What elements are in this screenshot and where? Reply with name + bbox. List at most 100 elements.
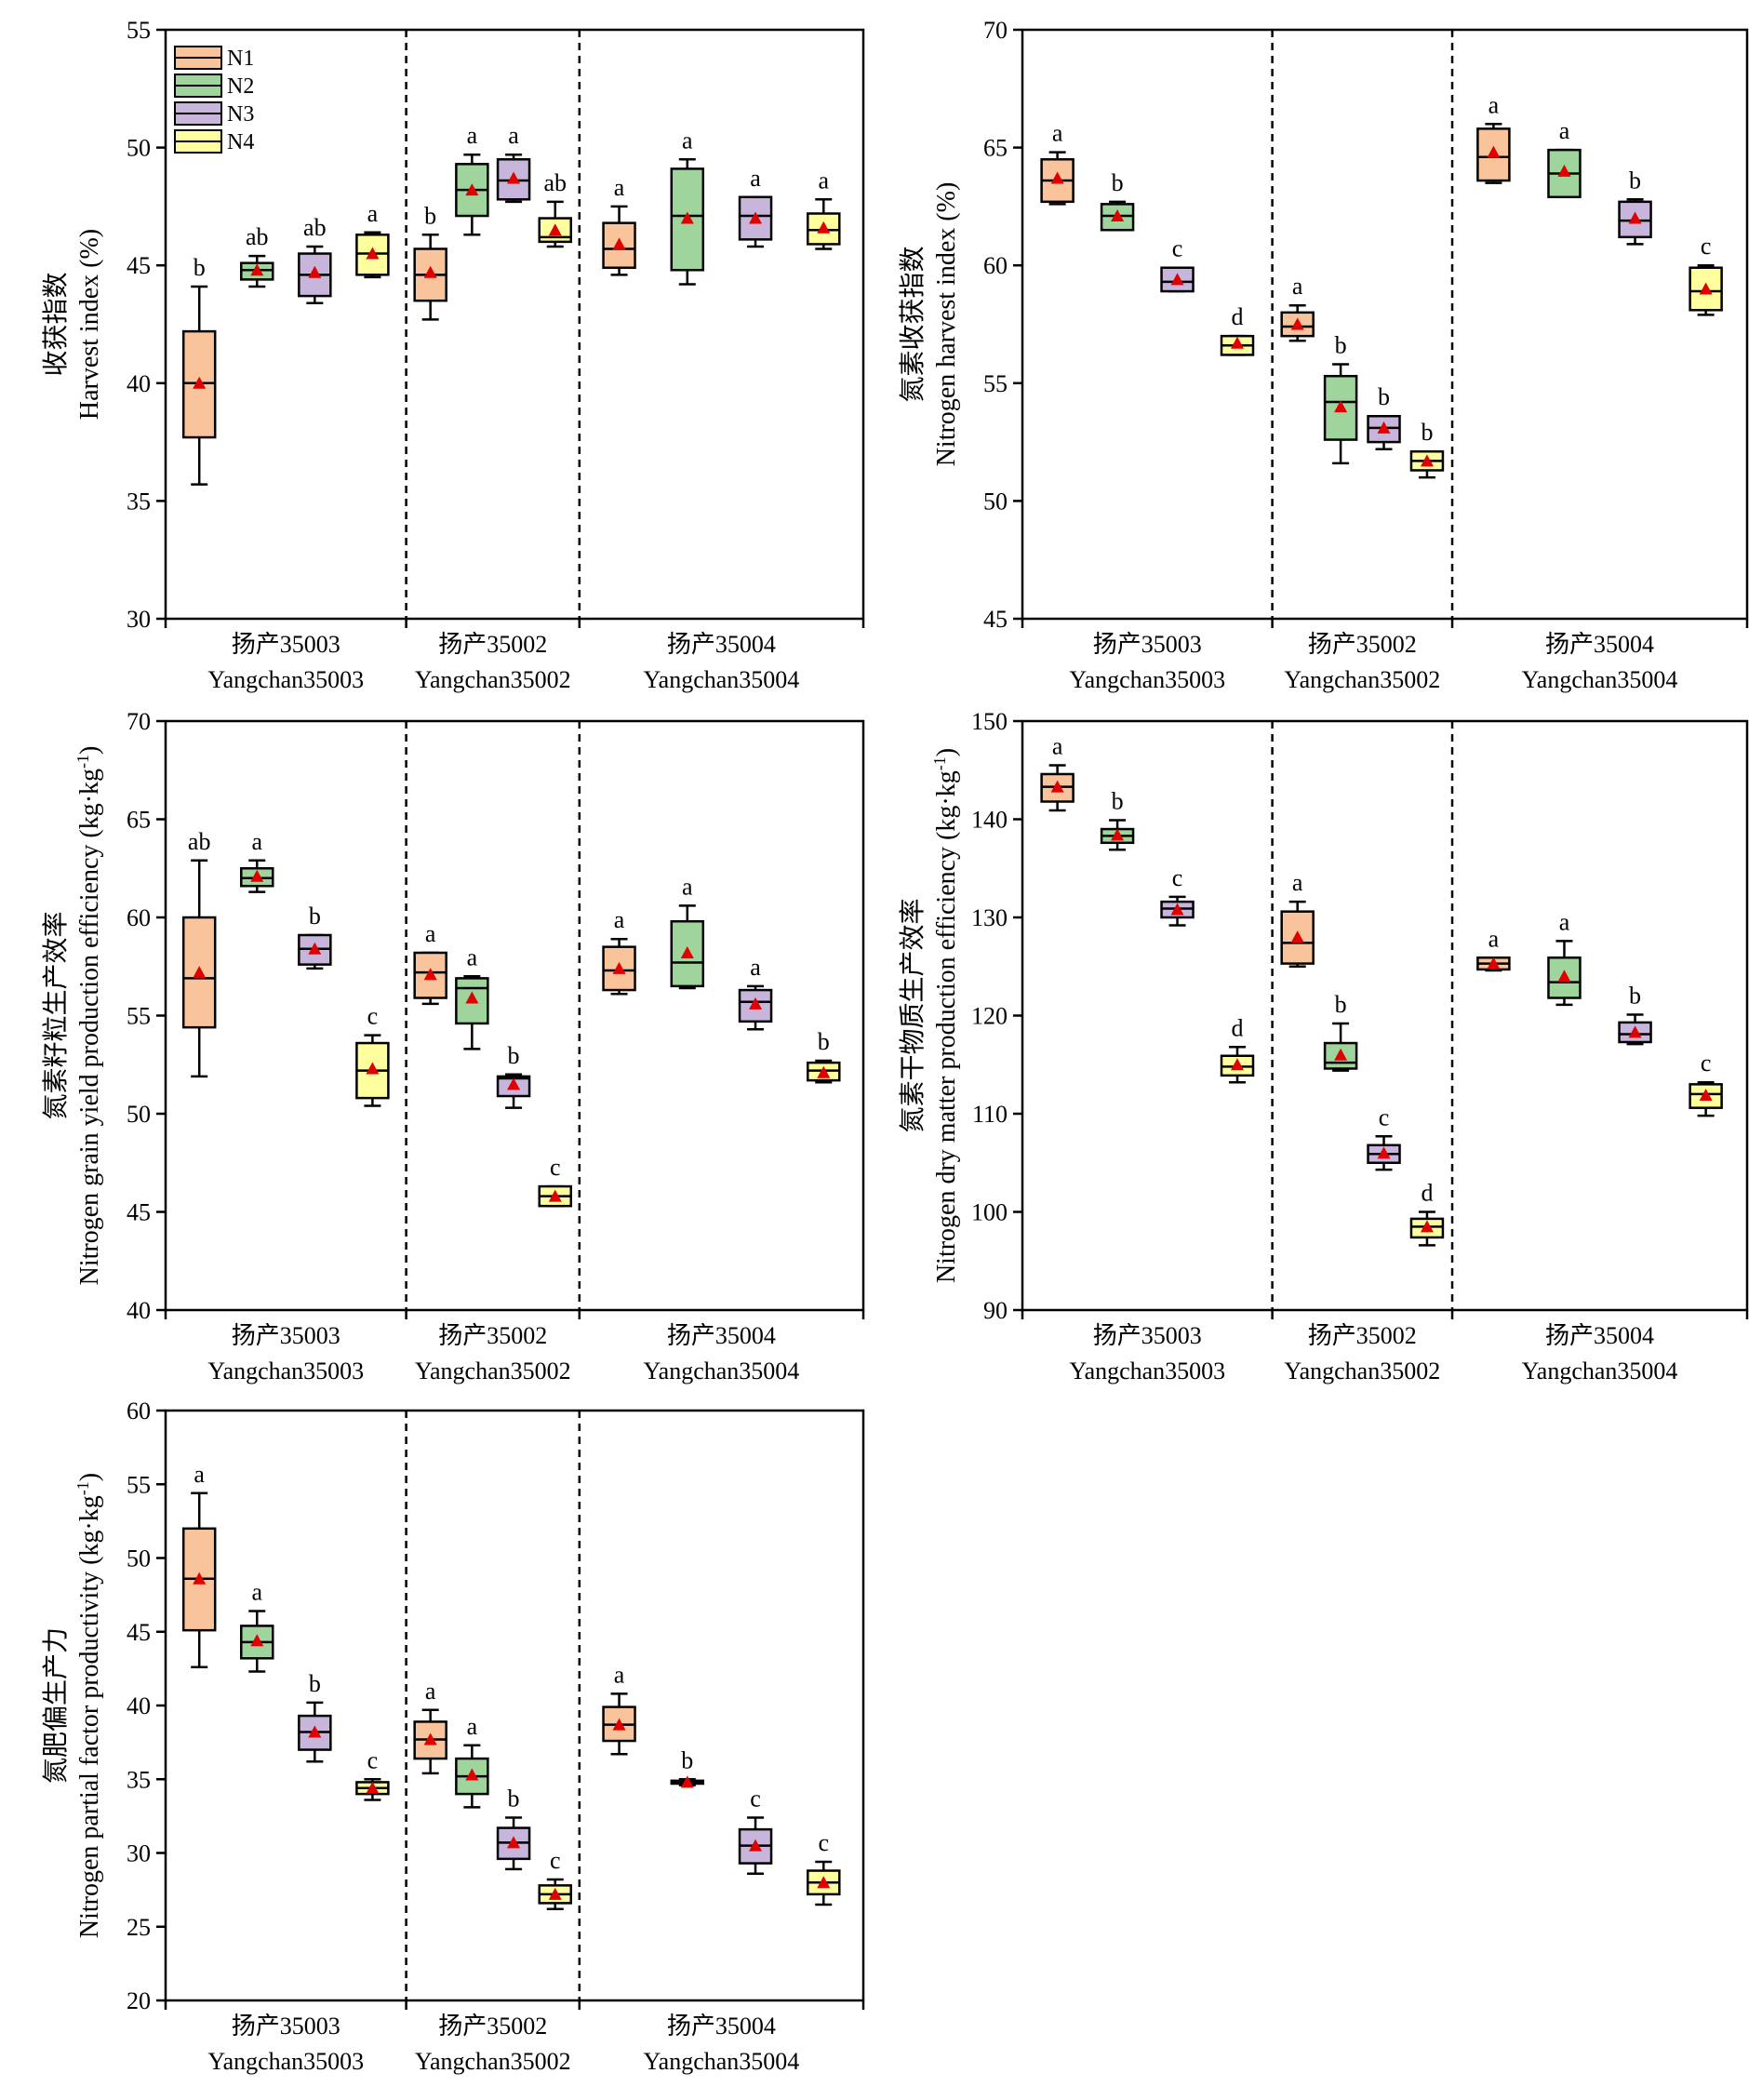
- y-axis-title-en: Nitrogen partial factor productivity (kg…: [73, 1473, 104, 1938]
- significance-letter: b: [818, 1028, 830, 1055]
- significance-letter: b: [1629, 982, 1641, 1009]
- x-group-label-cn: 扬产35004: [667, 2013, 776, 2040]
- y-tick-label: 30: [127, 606, 151, 633]
- significance-letter: a: [1488, 91, 1500, 118]
- y-tick-label: 60: [127, 1398, 151, 1425]
- y-axis-title-en: Nitrogen dry matter production efficienc…: [930, 748, 961, 1283]
- significance-letter: a: [367, 200, 379, 227]
- box-body: [413, 951, 447, 999]
- x-group-label-en: Yangchan35003: [207, 1358, 364, 1384]
- mean-marker: [1377, 1146, 1391, 1159]
- y-tick-label: 50: [983, 488, 1008, 515]
- mean-marker: [1230, 336, 1244, 349]
- significance-letter: a: [467, 943, 478, 970]
- x-group-label-en: Yangchan35002: [1284, 1358, 1440, 1384]
- mean-marker: [817, 1876, 831, 1889]
- y-tick-label: 45: [127, 1199, 151, 1226]
- significance-letter: a: [425, 1678, 436, 1705]
- mean-marker: [507, 1836, 521, 1849]
- y-axis-title-en: Harvest index (%): [75, 229, 104, 420]
- box-N2: b: [1323, 991, 1358, 1072]
- box-N4: c: [538, 1847, 573, 1910]
- box-N3: b: [1618, 167, 1652, 246]
- box-N3: c: [1160, 864, 1195, 927]
- significance-letter: ab: [188, 828, 211, 855]
- box-N3: b: [1618, 982, 1652, 1046]
- significance-letter: c: [367, 1746, 379, 1773]
- mean-marker: [1050, 171, 1064, 184]
- mean-marker: [1334, 400, 1348, 413]
- y-tick-label: 140: [971, 807, 1008, 834]
- y-axis-title-en-main: Nitrogen dry matter production efficienc…: [932, 770, 961, 1283]
- significance-letter: a: [1052, 732, 1063, 759]
- mean-marker: [1487, 145, 1501, 158]
- significance-letter: b: [1378, 383, 1390, 410]
- box-N4: b: [807, 1028, 841, 1084]
- mean-marker: [1170, 273, 1184, 286]
- significance-letter: b: [508, 1042, 520, 1069]
- mean-marker: [817, 221, 831, 234]
- mean-marker: [1111, 828, 1125, 841]
- y-tick-label: 60: [127, 904, 151, 931]
- significance-letter: a: [614, 1661, 625, 1688]
- significance-letter: d: [1231, 303, 1243, 330]
- chart-panel-3: 40 45 50 55 60 65 70 扬产35003 Yangchan35003 扬产3500…: [41, 708, 865, 1384]
- mean-marker: [817, 1065, 831, 1078]
- significance-letter: c: [550, 1847, 561, 1874]
- significance-letter: b: [1421, 419, 1433, 446]
- y-tick-label: 55: [127, 1471, 151, 1498]
- significance-letter: a: [682, 873, 693, 900]
- y-axis-title-en-main: Nitrogen partial factor productivity (kg…: [75, 1495, 104, 1938]
- y-tick-label: 35: [127, 488, 151, 515]
- x-group-label-en: Yangchan35004: [1522, 666, 1678, 693]
- mean-marker: [193, 376, 207, 389]
- significance-letter: a: [425, 920, 436, 947]
- y-axis-title-cn: 氮素干物质生产效率: [898, 898, 928, 1132]
- box-N1: a: [413, 920, 447, 1006]
- y-axis-title-en-main: Nitrogen grain yield production efficien…: [75, 769, 104, 1285]
- y-tick-label: 40: [127, 1692, 151, 1719]
- mean-marker: [1230, 1058, 1244, 1071]
- x-group-label-en: Yangchan35003: [1069, 666, 1225, 693]
- y-tick-label: 100: [971, 1199, 1008, 1226]
- plot-frame: [164, 28, 865, 621]
- box-body: [670, 167, 705, 272]
- significance-letter: a: [1559, 908, 1570, 935]
- x-group-label-en: Yangchan35004: [644, 2048, 800, 2075]
- mean-marker: [250, 869, 264, 882]
- mean-marker: [680, 211, 694, 224]
- mean-marker: [1557, 970, 1571, 983]
- box-N1: a: [1040, 732, 1075, 812]
- significance-letter: ab: [543, 169, 567, 196]
- box-N3: c: [738, 1785, 773, 1875]
- significance-letter: b: [1335, 332, 1347, 359]
- box-N1: a: [1476, 925, 1511, 972]
- box-N4: d: [1220, 303, 1255, 356]
- box-N3: a: [738, 954, 773, 1031]
- x-group-label-cn: 扬产35003: [1093, 1322, 1202, 1349]
- mean-marker: [308, 1725, 322, 1738]
- x-group-label-cn: 扬产35003: [1093, 631, 1202, 658]
- y-tick-label: 30: [127, 1840, 151, 1867]
- significance-letter: a: [1488, 925, 1500, 952]
- box-N1: a: [1040, 120, 1075, 206]
- significance-letter: a: [508, 122, 519, 149]
- y-tick-label: 55: [127, 1003, 151, 1030]
- mean-marker: [1334, 1048, 1348, 1061]
- significance-letter: b: [309, 903, 321, 930]
- y-tick-label: 70: [127, 708, 151, 735]
- y-axis-title-en-superscript: -1: [73, 1481, 92, 1495]
- significance-letter: ab: [303, 214, 327, 241]
- significance-letter: d: [1421, 1180, 1433, 1207]
- mean-marker: [423, 968, 437, 981]
- significance-letter: a: [1292, 869, 1303, 896]
- significance-letter: a: [614, 174, 625, 201]
- y-tick-label: 110: [972, 1101, 1008, 1128]
- plot-frame: [164, 1409, 865, 2002]
- x-group-label-en: Yangchan35003: [207, 2048, 364, 2075]
- x-group-label-cn: 扬产35004: [667, 631, 776, 658]
- y-tick-label: 55: [983, 370, 1008, 397]
- x-group-label-en: Yangchan35004: [644, 666, 800, 693]
- box-N2: a: [455, 1713, 489, 1809]
